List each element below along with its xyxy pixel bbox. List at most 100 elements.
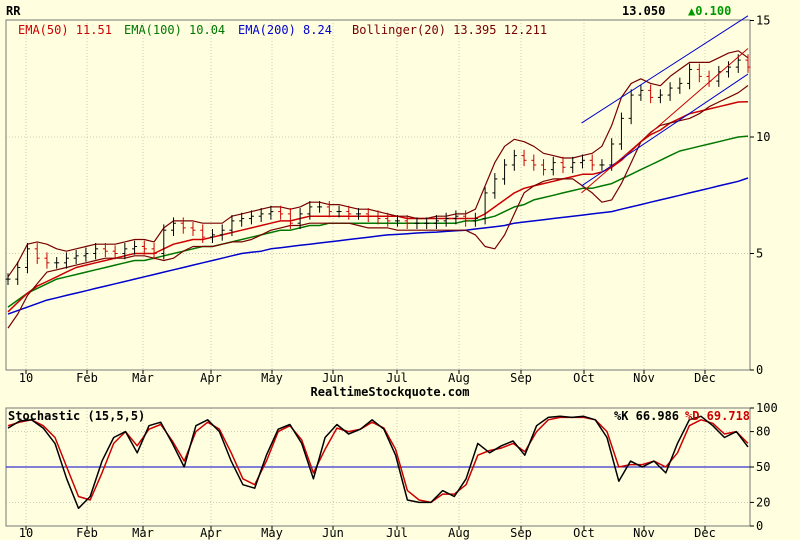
price-bar bbox=[550, 156, 556, 176]
price-bar bbox=[73, 250, 79, 264]
price-bar bbox=[599, 159, 605, 171]
price-bar bbox=[34, 243, 40, 264]
price-bar bbox=[628, 89, 634, 125]
last-price: 13.050 bbox=[622, 4, 665, 18]
x-tick-label: Oct bbox=[573, 526, 595, 540]
price-change: ▲0.100 bbox=[688, 4, 731, 18]
price-bar bbox=[112, 245, 118, 260]
legend-entry: EMA(50) 11.51 bbox=[18, 23, 112, 37]
price-bar bbox=[190, 222, 196, 237]
x-tick-label: Feb bbox=[76, 371, 98, 385]
price-bar bbox=[667, 82, 673, 101]
trend-line bbox=[581, 73, 749, 187]
price-bar bbox=[248, 210, 254, 225]
price-bar bbox=[638, 84, 644, 101]
x-tick-label: May bbox=[261, 371, 283, 385]
x-tick-label: 10 bbox=[19, 371, 33, 385]
price-bar bbox=[317, 201, 323, 213]
price-bar bbox=[93, 243, 99, 260]
stochastic-x-axis: 10 Feb Mar Apr May Jun Jul Aug Sep Oct Nov Dec bbox=[19, 526, 716, 540]
price-bar bbox=[102, 243, 108, 257]
price-bar bbox=[219, 224, 225, 241]
price-bar bbox=[365, 208, 371, 223]
price-grid bbox=[6, 20, 750, 370]
price-bar bbox=[521, 149, 527, 167]
price-x-axis: 10 Feb Mar Apr May Jun Jul Aug Sep Oct Nov Dec bbox=[19, 370, 716, 385]
y-tick-label: 0 bbox=[756, 519, 763, 533]
price-bar bbox=[375, 210, 381, 225]
price-bar bbox=[502, 159, 508, 185]
x-tick-label: Oct bbox=[573, 371, 595, 385]
price-bar bbox=[141, 240, 147, 255]
x-tick-label: Dec bbox=[694, 371, 716, 385]
x-tick-label: Sep bbox=[510, 526, 532, 540]
price-bar bbox=[687, 63, 693, 90]
price-bar bbox=[541, 159, 547, 176]
price-bar bbox=[482, 187, 488, 225]
price-bar bbox=[433, 215, 439, 230]
legend-entry: Bollinger(20) 13.395 12.211 bbox=[352, 23, 547, 37]
price-bar bbox=[531, 154, 537, 171]
price-bar bbox=[268, 205, 274, 220]
price-bar bbox=[492, 173, 498, 199]
price-y-axis: 0 5 10 15 bbox=[750, 14, 770, 377]
price-bar bbox=[560, 156, 566, 174]
x-tick-label: Aug bbox=[448, 371, 470, 385]
price-bar bbox=[171, 217, 177, 237]
stochastic-series bbox=[7, 415, 749, 510]
chart-title: RR bbox=[6, 4, 21, 18]
price-bar bbox=[589, 154, 595, 171]
x-tick-label: Nov bbox=[633, 371, 655, 385]
price-bar bbox=[63, 252, 69, 269]
price-bar bbox=[424, 217, 430, 230]
price-bar bbox=[385, 212, 391, 227]
ema200-line bbox=[7, 177, 749, 315]
x-tick-label: May bbox=[261, 526, 283, 540]
price-bar bbox=[570, 156, 576, 174]
price-bar bbox=[161, 224, 167, 260]
y-tick-label: 100 bbox=[756, 401, 778, 415]
indicator-legend: EMA(50) 11.51 EMA(100) 10.04 EMA(200) 8.24… bbox=[18, 23, 547, 37]
price-bar bbox=[5, 273, 11, 285]
stochastic-grid bbox=[6, 408, 750, 526]
x-tick-label: Sep bbox=[510, 371, 532, 385]
y-tick-label: 5 bbox=[756, 247, 763, 261]
price-panel bbox=[5, 19, 751, 371]
legend-entry: EMA(200) 8.24 bbox=[238, 23, 332, 37]
price-bar bbox=[258, 208, 264, 223]
stochastic-title: Stochastic (15,5,5) bbox=[8, 409, 145, 423]
y-tick-label: 50 bbox=[756, 460, 770, 474]
x-tick-label: Feb bbox=[76, 526, 98, 540]
price-bar bbox=[648, 84, 654, 104]
price-bar bbox=[453, 210, 459, 225]
price-bar bbox=[44, 252, 50, 269]
x-tick-label: Jun bbox=[322, 371, 344, 385]
price-bar bbox=[229, 215, 235, 237]
x-tick-label: Mar bbox=[132, 371, 154, 385]
price-bar bbox=[180, 217, 186, 234]
y-tick-label: 80 bbox=[756, 425, 770, 439]
trend-line bbox=[581, 15, 749, 124]
price-bar bbox=[472, 212, 478, 227]
price-bar bbox=[511, 149, 517, 171]
price-bar bbox=[414, 217, 420, 230]
price-bar bbox=[151, 243, 157, 260]
x-tick-label: Nov bbox=[633, 526, 655, 540]
percent-k-line bbox=[7, 415, 749, 510]
price-bar bbox=[579, 154, 585, 169]
x-tick-label: Jul bbox=[386, 526, 408, 540]
bollinger-lower-line bbox=[7, 85, 749, 329]
price-bar bbox=[696, 63, 702, 83]
price-bar bbox=[200, 224, 206, 244]
price-bar bbox=[677, 77, 683, 94]
x-tick-label: 10 bbox=[19, 526, 33, 540]
watermark: RealtimeStockquote.com bbox=[311, 385, 470, 399]
price-bar bbox=[394, 215, 400, 227]
price-bar bbox=[239, 212, 245, 227]
y-tick-label: 10 bbox=[756, 130, 770, 144]
price-bar bbox=[618, 112, 624, 150]
price-bar bbox=[443, 212, 449, 227]
price-bar bbox=[404, 215, 410, 230]
x-tick-label: Aug bbox=[448, 526, 470, 540]
